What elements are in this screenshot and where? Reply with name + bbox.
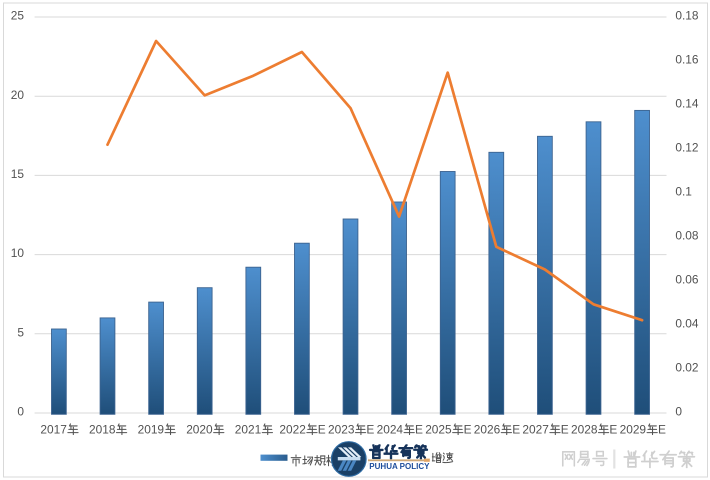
svg-text:2029: 2029	[620, 423, 647, 437]
svg-text:25: 25	[11, 9, 25, 23]
svg-text:0: 0	[675, 405, 682, 419]
svg-text:E: E	[512, 423, 520, 437]
svg-text:0.16: 0.16	[675, 53, 699, 67]
svg-text:E: E	[658, 423, 666, 437]
svg-text:0: 0	[17, 405, 24, 419]
svg-text:E: E	[609, 423, 617, 437]
svg-text:15: 15	[11, 167, 25, 181]
svg-text:5: 5	[17, 325, 24, 339]
svg-text:2018: 2018	[89, 423, 116, 437]
svg-text:2023: 2023	[328, 423, 355, 437]
svg-text:0.12: 0.12	[675, 141, 699, 155]
svg-text:2021: 2021	[235, 423, 262, 437]
svg-text:0.18: 0.18	[675, 9, 699, 23]
svg-text:E: E	[366, 423, 374, 437]
svg-text:E: E	[561, 423, 569, 437]
svg-text:0.1: 0.1	[675, 185, 692, 199]
svg-text:2028: 2028	[571, 423, 598, 437]
svg-text:E: E	[318, 423, 326, 437]
svg-text:PUHUA POLICY: PUHUA POLICY	[369, 462, 430, 471]
svg-text:0.08: 0.08	[675, 229, 699, 243]
svg-text:E: E	[464, 423, 472, 437]
svg-text:E: E	[415, 423, 423, 437]
svg-text:2020: 2020	[186, 423, 213, 437]
svg-text:2017: 2017	[40, 423, 67, 437]
svg-text:2027: 2027	[522, 423, 549, 437]
svg-text:0.14: 0.14	[675, 97, 699, 111]
svg-text:10: 10	[11, 246, 25, 260]
svg-text:20: 20	[11, 88, 25, 102]
svg-text:2025: 2025	[425, 423, 452, 437]
svg-text:2024: 2024	[377, 423, 404, 437]
svg-text:2019: 2019	[138, 423, 165, 437]
svg-text:0.04: 0.04	[675, 317, 699, 331]
svg-text:2022: 2022	[279, 423, 306, 437]
svg-text:0.02: 0.02	[675, 361, 699, 375]
svg-text:2026: 2026	[474, 423, 501, 437]
svg-text:0.06: 0.06	[675, 273, 699, 287]
